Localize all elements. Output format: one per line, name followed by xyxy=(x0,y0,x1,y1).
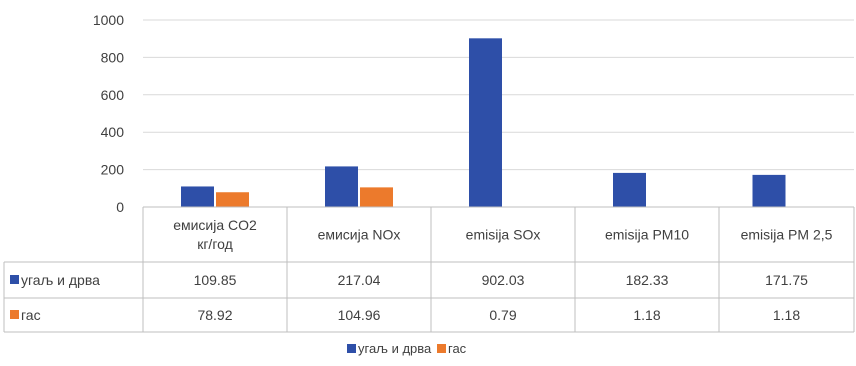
bar-series1-cat1 xyxy=(181,186,214,207)
table-value: 182.33 xyxy=(626,272,669,288)
table-value: 0.79 xyxy=(489,307,516,323)
y-tick-label: 600 xyxy=(101,87,125,103)
data-table: емисија CO2 кг/год емисија NOx emisija SOx e… xyxy=(3,206,855,333)
legend-key xyxy=(347,344,356,353)
y-tick-label: 400 xyxy=(101,124,125,140)
y-tick-label: 1000 xyxy=(93,12,124,28)
bar-series1-cat3 xyxy=(469,38,502,207)
table-series-name: угаљ и дрва xyxy=(21,272,100,288)
y-tick-label: 0 xyxy=(116,199,124,215)
bar-series1-cat4 xyxy=(613,172,646,207)
table-value: 78.92 xyxy=(197,307,232,323)
y-tick-label: 800 xyxy=(101,49,125,65)
category-label: emisija PM10 xyxy=(605,227,689,243)
table-value: 217.04 xyxy=(338,272,381,288)
table-series-key xyxy=(10,310,19,319)
bar-series2-cat1 xyxy=(216,192,249,207)
table-value: 1.18 xyxy=(773,307,800,323)
legend-label: угаљ и дрва xyxy=(358,341,432,356)
table-series-name: гас xyxy=(21,307,41,323)
category-label: emisija PM 2,5 xyxy=(741,227,833,243)
table-value: 902.03 xyxy=(482,272,525,288)
category-label: emisija SOx xyxy=(466,227,541,243)
table-value: 1.18 xyxy=(633,307,660,323)
table-value: 109.85 xyxy=(194,272,237,288)
category-label: емисија NOx xyxy=(318,227,401,243)
table-value: 171.75 xyxy=(765,272,808,288)
y-tick-label: 200 xyxy=(101,162,125,178)
table-series-key xyxy=(10,275,19,284)
category-label: кг/год xyxy=(197,236,233,252)
legend-label: гас xyxy=(448,341,467,356)
legend-key xyxy=(437,344,446,353)
legend: угаљ и дрва гас xyxy=(347,341,467,356)
category-label: емисија CO2 xyxy=(173,217,257,233)
bars xyxy=(181,38,821,207)
y-axis-ticks: 0 200 400 600 800 1000 xyxy=(93,12,124,215)
bar-series1-cat5 xyxy=(752,174,786,207)
bar-series2-cat2 xyxy=(360,187,393,207)
table-value: 104.96 xyxy=(338,307,381,323)
bar-series1-cat2 xyxy=(325,166,358,207)
